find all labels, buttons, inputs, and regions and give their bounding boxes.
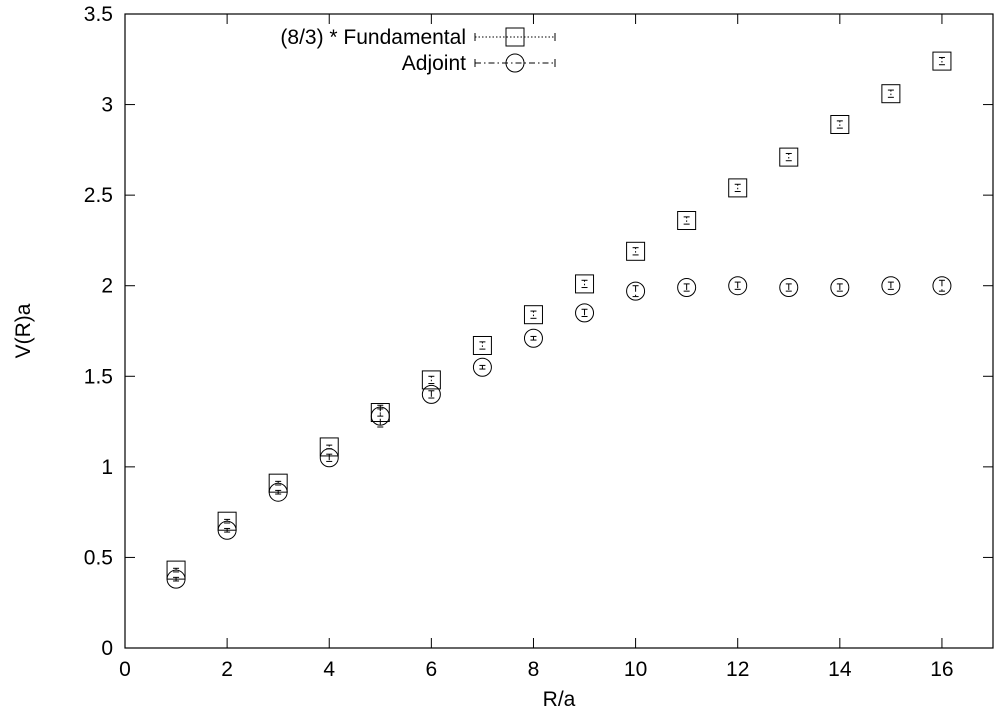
x-tick-label: 10 — [624, 658, 647, 681]
point-fundamental — [728, 178, 748, 198]
point-adjoint — [881, 276, 901, 296]
data-points — [166, 51, 952, 589]
marker-adjoint — [217, 520, 237, 540]
marker-adjoint — [472, 357, 492, 377]
point-fundamental — [830, 114, 850, 134]
point-fundamental — [932, 51, 952, 71]
point-fundamental — [881, 84, 901, 104]
point-adjoint — [421, 384, 441, 404]
marker-fundamental — [472, 335, 492, 355]
marker-fundamental — [421, 370, 441, 390]
point-adjoint — [166, 569, 186, 589]
x-tick-label: 14 — [828, 658, 852, 681]
marker-adjoint — [728, 276, 748, 296]
marker-adjoint — [677, 278, 697, 298]
point-fundamental — [421, 370, 441, 390]
y-tick-label: 2.5 — [84, 184, 113, 207]
point-adjoint — [932, 276, 952, 296]
point-fundamental — [319, 437, 339, 457]
point-fundamental — [472, 335, 492, 355]
marker-fundamental — [932, 51, 952, 71]
x-tick-label: 12 — [726, 658, 749, 681]
point-adjoint — [370, 404, 390, 428]
y-tick-label: 0.5 — [84, 546, 113, 569]
point-adjoint — [728, 276, 748, 296]
legend-label-fundamental: (8/3) * Fundamental — [280, 26, 466, 49]
marker-adjoint — [626, 281, 646, 301]
point-adjoint — [217, 520, 237, 540]
point-adjoint — [319, 448, 339, 468]
point-adjoint — [472, 357, 492, 377]
marker-fundamental — [881, 84, 901, 104]
y-tick-label: 3.5 — [84, 3, 113, 26]
y-tick-label: 1 — [101, 456, 113, 479]
marker-adjoint — [523, 328, 543, 348]
marker-fundamental — [830, 114, 850, 134]
marker-adjoint — [166, 569, 186, 589]
point-fundamental — [523, 305, 543, 325]
point-fundamental — [677, 211, 697, 231]
marker-adjoint — [370, 406, 390, 426]
x-tick-label: 8 — [528, 658, 540, 681]
y-tick-label: 3 — [101, 94, 113, 117]
marker-fundamental — [626, 241, 646, 261]
legend: (8/3) * Fundamental Adjoint — [280, 26, 556, 75]
x-tick-label: 0 — [119, 658, 131, 681]
marker-adjoint — [830, 278, 850, 298]
y-tick-label: 2 — [101, 275, 113, 298]
plot-frame — [124, 13, 994, 649]
x-tick-label: 6 — [426, 658, 438, 681]
point-fundamental — [626, 241, 646, 261]
x-tick-label: 2 — [221, 658, 233, 681]
ticks: 0 2 4 6 8 10 12 14 16 0 0.5 1 1.5 2 2.5 3 3.5 — [84, 3, 993, 681]
point-adjoint — [677, 278, 697, 298]
x-axis-title: R/a — [543, 688, 576, 711]
legend-label-adjoint: Adjoint — [402, 52, 466, 75]
marker-adjoint — [421, 384, 441, 404]
marker-fundamental — [779, 147, 799, 167]
point-adjoint — [575, 303, 595, 323]
marker-adjoint — [575, 303, 595, 323]
point-fundamental — [575, 274, 595, 294]
x-tick-label: 16 — [930, 658, 953, 681]
point-adjoint — [626, 281, 646, 301]
y-tick-label: 1.5 — [84, 365, 113, 388]
x-tick-label: 4 — [323, 658, 335, 681]
point-adjoint — [268, 482, 288, 502]
y-axis-title: V(R)a — [12, 303, 35, 358]
marker-adjoint — [319, 448, 339, 468]
marker-adjoint — [932, 276, 952, 296]
point-adjoint — [523, 328, 543, 348]
marker-fundamental — [728, 178, 748, 198]
marker-fundamental — [575, 274, 595, 294]
marker-adjoint — [881, 276, 901, 296]
marker-fundamental — [677, 211, 697, 231]
point-adjoint — [830, 278, 850, 298]
legend-marker-adjoint — [505, 53, 525, 73]
marker-fundamental — [319, 437, 339, 457]
legend-marker-fundamental — [505, 27, 525, 47]
point-fundamental — [779, 147, 799, 167]
marker-adjoint — [268, 482, 288, 502]
axes — [124, 13, 994, 649]
marker-fundamental — [523, 305, 543, 325]
point-adjoint — [779, 278, 799, 298]
marker-adjoint — [779, 278, 799, 298]
y-tick-label: 0 — [101, 637, 113, 660]
